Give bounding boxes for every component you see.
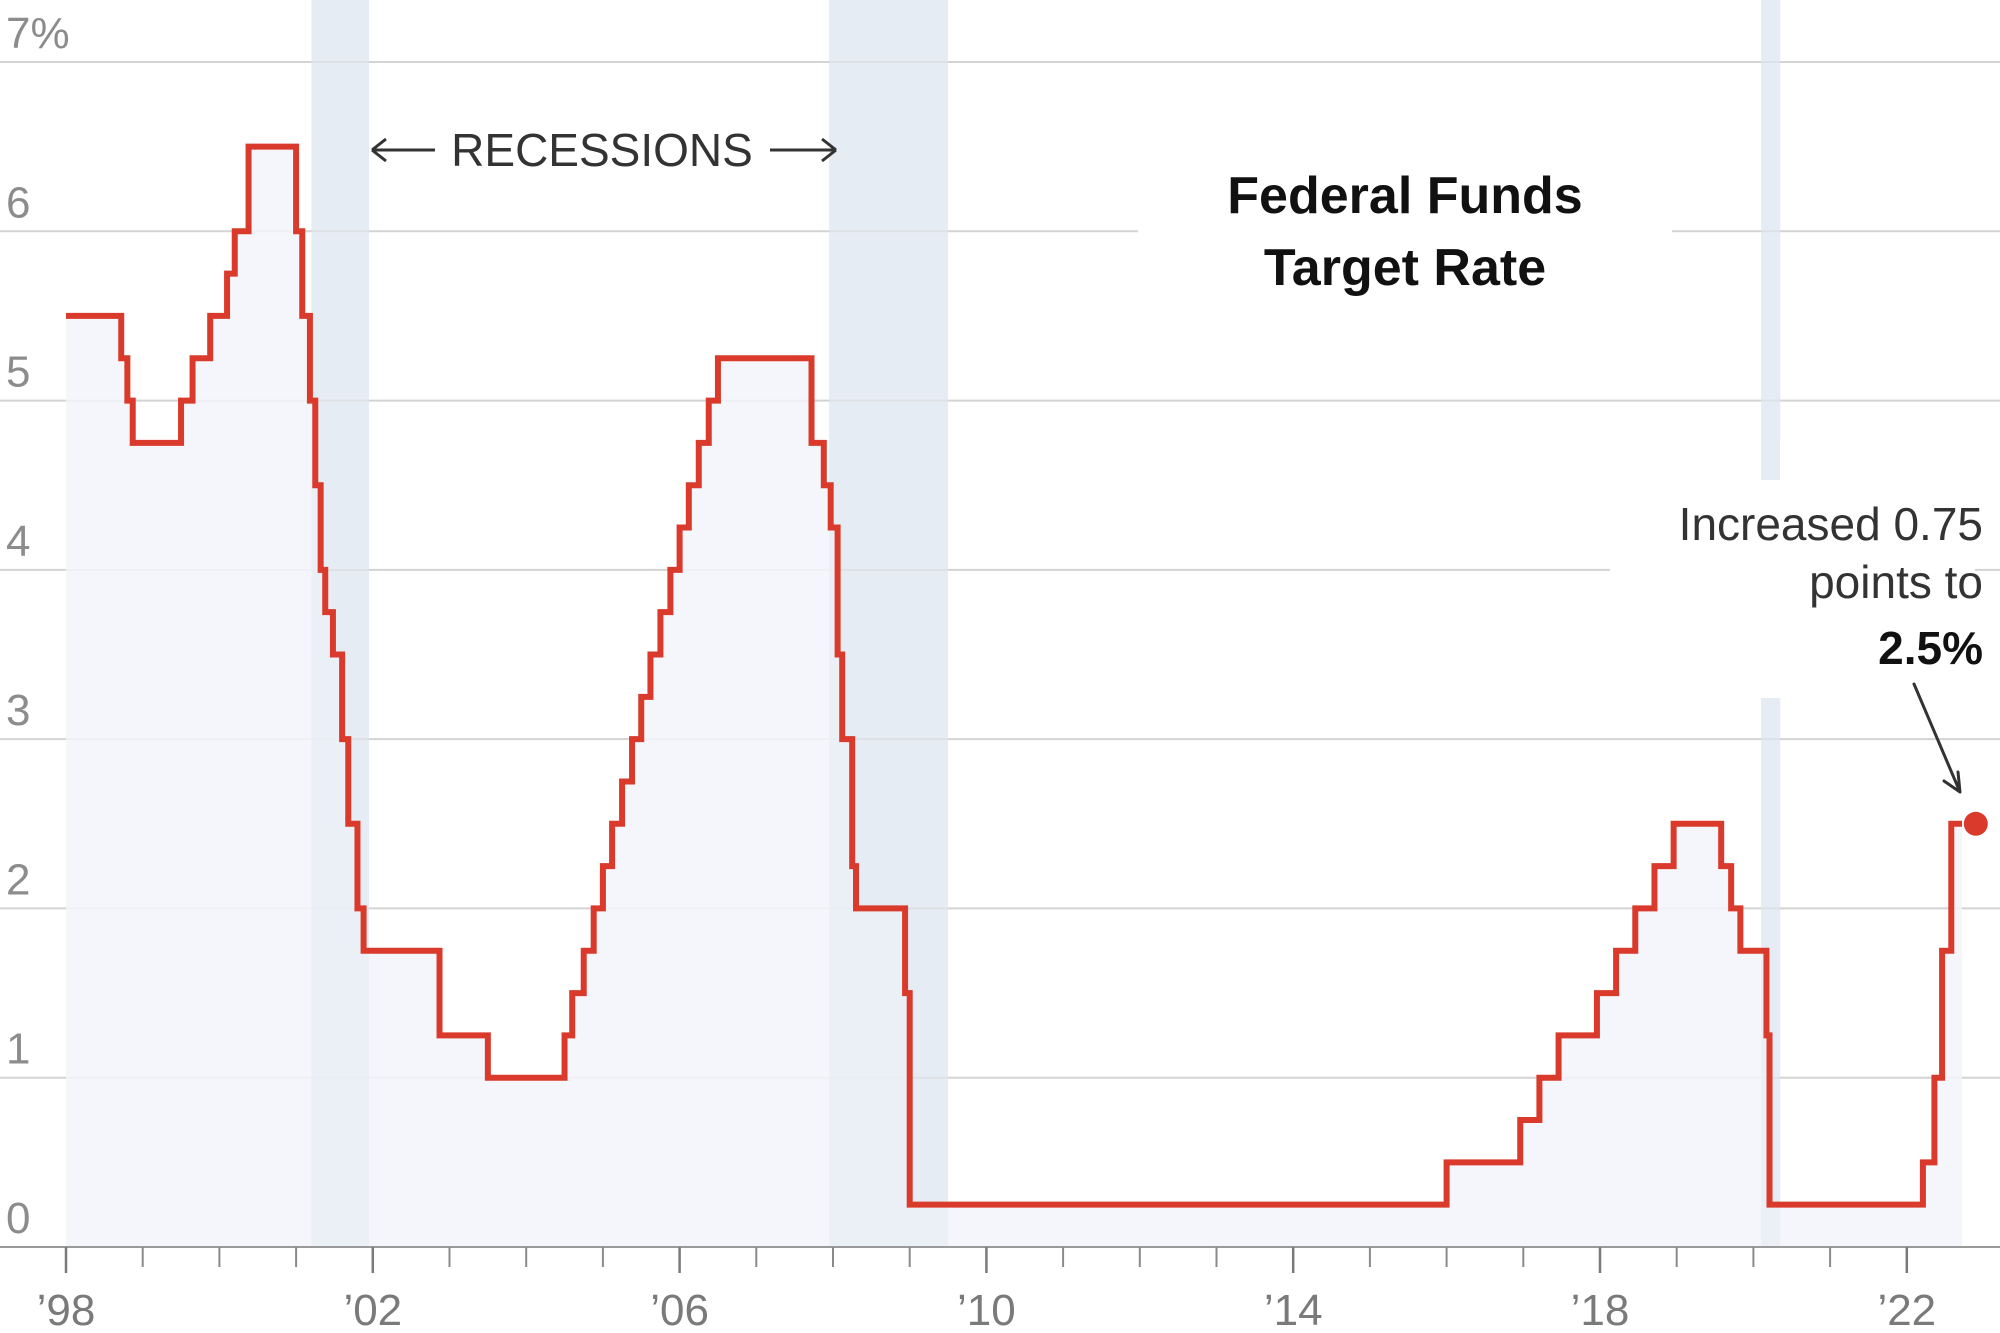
- x-tick-label: ’22: [1877, 1286, 1936, 1333]
- x-tick-label: ’02: [343, 1286, 402, 1333]
- latest-rate-point: [1963, 811, 1988, 836]
- annotation-value: 2.5%: [1878, 622, 1983, 674]
- recessions-label: RECESSIONS: [451, 124, 753, 176]
- annotations: Federal Funds Target Rate RECESSIONS Increa…: [371, 124, 1983, 794]
- y-tick-label: 1: [6, 1025, 30, 1074]
- chart-title-line: Target Rate: [1264, 239, 1546, 297]
- y-tick-label: 0: [6, 1194, 30, 1243]
- rate-area: [66, 0, 1963, 1248]
- y-tick-label: 4: [6, 517, 30, 566]
- annotation-arrow: [1912, 682, 1962, 794]
- rate-area-fill: [66, 146, 1963, 1248]
- y-tick-label: 6: [6, 178, 30, 227]
- annotation-text-line: points to: [1809, 556, 1983, 608]
- recession-overlay: [829, 0, 949, 1247]
- x-tick-label: ’98: [37, 1286, 96, 1333]
- x-tick-label: ’18: [1571, 1286, 1630, 1333]
- title-background: [1138, 150, 1975, 698]
- recession-overlay: [311, 0, 369, 1247]
- rate-series-line: [66, 143, 1963, 1208]
- y-tick-label: 5: [6, 348, 30, 397]
- y-tick-label: 2: [6, 855, 30, 904]
- chart-title-line: Federal Funds: [1227, 167, 1582, 225]
- title-bg: [1138, 150, 1672, 300]
- annotation-text-line: Increased 0.75: [1679, 498, 1983, 550]
- recession-arrow-left: [371, 137, 435, 163]
- rate-line-group: [66, 143, 1988, 1208]
- axes: 0 1 2 3 4 5 6 7% ’98 ’02 ’06 ’10 ’14 ’18 ’22: [0, 9, 2000, 1333]
- x-tick-label: ’06: [650, 1286, 709, 1333]
- recession-arrow-right: [770, 137, 837, 163]
- y-tick-label: 3: [6, 686, 30, 735]
- annotation-bg: [1610, 480, 1975, 698]
- y-tick-label: 7%: [6, 9, 70, 58]
- x-tick-label: ’14: [1264, 1286, 1323, 1333]
- annotation-band-gap: [1780, 440, 1792, 690]
- x-tick-label: ’10: [957, 1286, 1016, 1333]
